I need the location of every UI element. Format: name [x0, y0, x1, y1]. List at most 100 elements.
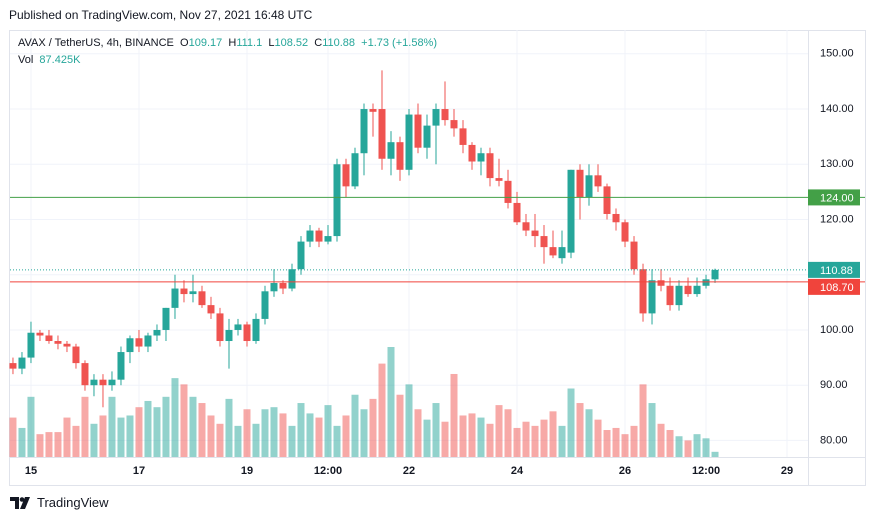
volume-bar: [9, 417, 17, 457]
candle-body: [567, 169, 575, 253]
candle-body: [306, 230, 314, 242]
candle-body: [324, 236, 332, 242]
volume-bar: [108, 396, 116, 457]
volume-bar: [558, 425, 566, 457]
price-tag-label: 124.00: [820, 192, 854, 204]
volume-bar: [567, 388, 575, 457]
x-tick-label: 12:00: [314, 465, 342, 477]
y-tick-label: 140.00: [820, 103, 854, 115]
candle-body: [36, 332, 44, 336]
candle-body: [261, 291, 269, 319]
candle-body: [90, 379, 98, 386]
change: +1.73 (+1.58%): [361, 37, 438, 49]
volume-bar: [540, 419, 548, 457]
candle-body: [9, 363, 17, 369]
candle-body: [585, 175, 593, 198]
grid: [10, 30, 808, 457]
volume-label: Vol: [18, 54, 34, 66]
candle-body: [405, 114, 413, 170]
volume-bar: [603, 430, 611, 457]
volume-bar: [72, 425, 80, 457]
chart-frame: [9, 30, 866, 486]
candle-body: [486, 153, 494, 179]
x-tick-label: 22: [403, 465, 415, 477]
candle-body: [216, 313, 224, 342]
volume-bar: [396, 394, 404, 457]
candle-body: [378, 109, 386, 159]
candle-body: [603, 186, 611, 214]
candle-body: [351, 153, 359, 187]
candle-body: [63, 343, 71, 347]
candle-body: [243, 324, 251, 342]
volume-bar: [459, 415, 467, 457]
candle-body: [153, 329, 161, 336]
y-tick-label: 90.00: [820, 379, 848, 391]
volume-bar: [252, 423, 260, 457]
candle-body: [504, 180, 512, 203]
volume-bar: [54, 432, 62, 457]
candle-body: [81, 363, 89, 386]
candle-body: [54, 341, 62, 344]
volume-bar: [234, 425, 242, 457]
volume-bar: [378, 363, 386, 457]
x-tick-label: 19: [241, 465, 253, 477]
candle-body: [450, 120, 458, 129]
volume-bar: [162, 396, 170, 457]
x-tick-label: 15: [25, 465, 37, 477]
volume-bar: [315, 417, 323, 457]
candle-body: [630, 241, 638, 270]
volume-bar: [117, 417, 125, 457]
volume-bar: [594, 419, 602, 457]
volume-bar: [504, 409, 512, 457]
volume-bar: [279, 413, 287, 457]
volume-bar: [36, 434, 44, 457]
volume-bar: [90, 423, 98, 457]
price-tag: [808, 189, 860, 206]
volume-bar: [342, 415, 350, 457]
close-label: C: [314, 37, 323, 49]
volume-bar: [441, 421, 449, 457]
candle-body: [540, 236, 548, 248]
close-value: 110.88: [322, 37, 356, 49]
high-label: H: [228, 37, 237, 49]
volume-bar: [639, 384, 647, 457]
candle-body: [198, 291, 206, 306]
price-tag: [808, 278, 860, 295]
candle-body: [252, 318, 260, 342]
candle-body: [531, 230, 539, 237]
volume-bar: [666, 430, 674, 457]
candle-body: [423, 125, 431, 148]
volume-bar: [198, 403, 206, 457]
candle-body: [144, 335, 152, 347]
candle-body: [459, 128, 467, 145]
candle-body: [675, 285, 683, 306]
candle-body: [558, 247, 566, 259]
x-tick-label: 24: [511, 465, 524, 477]
candle-body: [342, 164, 350, 187]
candle-body: [594, 175, 602, 187]
candle-body: [72, 346, 80, 364]
candle-body: [225, 329, 233, 342]
volume-bar: [306, 413, 314, 457]
candle-body: [396, 142, 404, 170]
candle-body: [108, 379, 116, 386]
low-value: 108.52: [274, 37, 309, 49]
volume-bar: [432, 403, 440, 457]
candle-body: [576, 169, 584, 198]
open-label: O: [180, 37, 189, 49]
price-tag-label: 110.88: [820, 265, 853, 277]
volume-bar: [684, 440, 692, 457]
candle-body: [135, 338, 143, 347]
candle-body: [693, 285, 701, 295]
volume-bar: [657, 423, 665, 457]
y-tick-label: 80.00: [820, 434, 848, 446]
x-tick-label: 29: [781, 465, 793, 477]
volume-bar: [81, 396, 89, 457]
published-note: Published on TradingView.com, Nov 27, 20…: [9, 8, 313, 22]
volume-bar: [27, 396, 35, 457]
volume-bar: [225, 398, 233, 457]
symbol: AVAX / TetherUS, 4h, BINANCE: [18, 37, 174, 49]
volume-bar: [207, 415, 215, 457]
volume-bar: [450, 373, 458, 457]
candle-body: [315, 230, 323, 242]
